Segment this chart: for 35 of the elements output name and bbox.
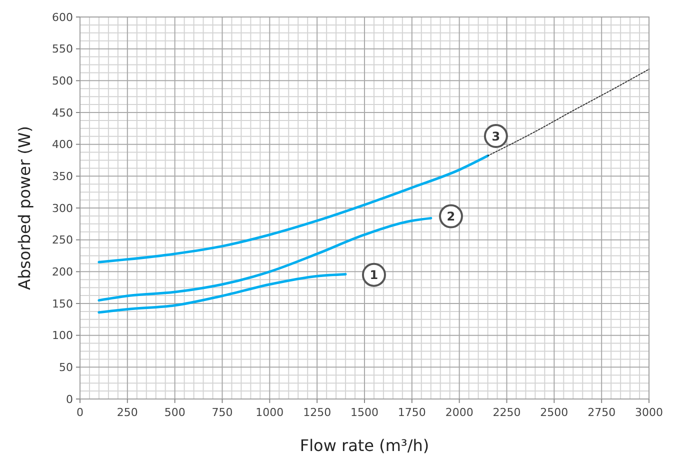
y-tick-label: 400 (52, 138, 73, 152)
x-tick-label: 1000 (256, 406, 284, 419)
y-tick-label: 50 (59, 361, 73, 374)
y-tick-label: 300 (52, 202, 73, 215)
x-tick-label: 500 (164, 406, 186, 419)
y-tick-label: 350 (52, 170, 73, 184)
x-tick-label: 3000 (635, 406, 663, 419)
y-tick-label: 450 (52, 106, 73, 120)
x-tick-label: 750 (212, 406, 233, 419)
y-tick-label: 0 (66, 392, 73, 406)
x-tick-label: 2250 (492, 406, 521, 419)
y-tick-label: 150 (52, 297, 73, 310)
x-axis-title: Flow rate (m³/h) (300, 436, 430, 455)
y-tick-label: 550 (52, 42, 73, 56)
x-tick-label: 0 (76, 406, 84, 419)
y-tick-label: 250 (52, 234, 73, 247)
y-tick-label: 500 (52, 74, 73, 88)
y-tick-label: 100 (52, 329, 73, 342)
x-tick-label: 1750 (398, 406, 426, 419)
x-tick-label: 250 (116, 406, 138, 419)
line-series (98, 272, 347, 314)
x-tick-label: 2500 (540, 406, 568, 419)
y-tick-label: 600 (52, 10, 73, 24)
y-tick-label: 200 (52, 266, 73, 279)
line-series (487, 68, 650, 156)
annotation: 3 (492, 129, 500, 144)
x-tick-label: 2000 (445, 406, 474, 419)
x-tick-label: 1500 (350, 406, 378, 419)
annotation: 2 (446, 210, 456, 224)
annotation: 1 (370, 268, 378, 282)
x-tick-label: 1250 (303, 406, 332, 419)
line-series (98, 154, 490, 264)
line-series (98, 216, 432, 302)
y-axis-title: Absorbed power (W) (15, 126, 34, 290)
x-tick-label: 2750 (588, 406, 616, 419)
